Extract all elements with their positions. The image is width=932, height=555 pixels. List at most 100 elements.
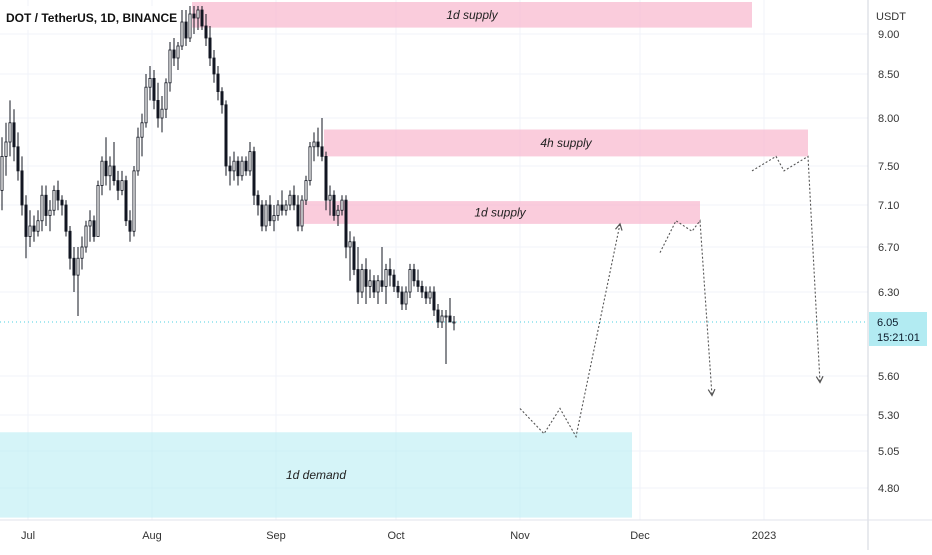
candle-up xyxy=(140,122,144,138)
supply-zone xyxy=(324,129,808,157)
candle-down xyxy=(92,220,96,237)
candle-up xyxy=(48,209,52,216)
candle-up xyxy=(276,204,280,216)
candle-up xyxy=(88,220,92,227)
candle-down xyxy=(156,100,160,119)
x-tick-label: Dec xyxy=(630,530,650,542)
candle-up xyxy=(328,194,332,201)
candle-up xyxy=(440,315,444,323)
x-tick-label: Nov xyxy=(510,530,530,542)
zone-label: 1d supply xyxy=(474,206,526,220)
x-tick-label: Aug xyxy=(142,530,162,542)
candle-up xyxy=(340,199,344,211)
candle-down xyxy=(372,280,376,293)
x-tick-label: Jul xyxy=(21,530,35,542)
candle-up xyxy=(96,185,100,237)
y-tick-label: 5.30 xyxy=(878,410,899,422)
candle-down xyxy=(332,194,336,216)
zones-layer: 1d supply 4h supply 1d supply 1d demand xyxy=(0,1,808,518)
candle-down xyxy=(396,285,400,293)
x-tick-label: 2023 xyxy=(752,530,776,542)
candle-up xyxy=(196,9,200,19)
candle-up xyxy=(288,194,292,206)
candle-down xyxy=(432,291,436,311)
candle-up xyxy=(240,160,244,177)
candle-down xyxy=(424,291,428,299)
candle-up xyxy=(348,241,352,248)
candles-layer xyxy=(0,6,456,364)
y-tick-label: 5.05 xyxy=(878,446,899,458)
candle-up xyxy=(360,269,364,293)
candle-up xyxy=(148,78,152,88)
candle-down xyxy=(24,204,28,237)
candle-down xyxy=(172,49,176,59)
candle-down xyxy=(208,37,212,59)
candle-down xyxy=(412,269,416,282)
y-tick-label: 9.00 xyxy=(878,29,899,41)
candle-up xyxy=(52,189,56,211)
candle-up xyxy=(384,269,388,287)
candle-down xyxy=(352,241,356,270)
candle-down xyxy=(20,170,24,206)
candle-down xyxy=(16,146,20,172)
candle-down xyxy=(64,204,68,232)
candle-down xyxy=(416,280,420,287)
projection-path xyxy=(751,155,821,383)
candle-up xyxy=(312,141,316,148)
candle-up xyxy=(428,291,432,299)
projection-arrowhead xyxy=(615,222,623,231)
projection-arrowhead xyxy=(707,388,716,397)
supply-zone xyxy=(192,1,752,28)
candle-up xyxy=(408,269,412,293)
candle-up xyxy=(180,21,184,47)
projection-layer xyxy=(519,155,824,439)
candle-up xyxy=(160,108,164,119)
candle-down xyxy=(60,199,64,206)
zone-label: 4h supply xyxy=(540,136,592,150)
candle-down xyxy=(228,165,232,172)
supply-zone xyxy=(300,201,700,224)
candle-down xyxy=(56,189,60,201)
candle-up xyxy=(188,13,192,39)
candle-down xyxy=(292,194,296,206)
candle-down xyxy=(256,194,260,206)
candle-down xyxy=(184,21,188,39)
candle-down xyxy=(436,309,440,323)
candle-down xyxy=(236,160,240,177)
candle-up xyxy=(452,321,456,324)
candle-up xyxy=(76,257,80,276)
last-price-badge xyxy=(869,312,927,346)
last-price-value: 6.05 xyxy=(877,317,898,329)
candle-down xyxy=(124,180,128,222)
candle-up xyxy=(132,170,136,232)
candle-down xyxy=(32,225,36,232)
y-tick-label: 4.80 xyxy=(878,483,899,495)
y-tick-label: 5.60 xyxy=(878,371,899,383)
y-tick-label: 6.30 xyxy=(878,287,899,299)
candle-up xyxy=(444,315,448,318)
candle-up xyxy=(304,180,308,201)
candle-down xyxy=(316,141,320,148)
candle-down xyxy=(388,269,392,276)
candle-down xyxy=(44,194,48,216)
y-tick-label: 8.00 xyxy=(878,113,899,125)
candle-down xyxy=(68,230,72,259)
y-tick-label: 8.50 xyxy=(878,69,899,81)
zone-label: 1d supply xyxy=(446,8,498,22)
candle-down xyxy=(224,104,228,167)
candle-down xyxy=(400,291,404,305)
candle-up xyxy=(164,82,168,110)
x-ticks-layer: Jul Aug Sep Oct Nov Dec 2023 xyxy=(21,530,776,542)
candle-up xyxy=(4,141,8,157)
candle-up xyxy=(80,246,84,259)
candle-down xyxy=(324,155,328,201)
candle-up xyxy=(232,160,236,172)
candle-down xyxy=(296,204,300,227)
candle-down xyxy=(320,146,324,157)
candle-down xyxy=(260,204,264,227)
candle-down xyxy=(380,280,384,287)
candle-down xyxy=(392,274,396,287)
projection-path xyxy=(519,223,621,439)
candle-up xyxy=(368,280,372,287)
